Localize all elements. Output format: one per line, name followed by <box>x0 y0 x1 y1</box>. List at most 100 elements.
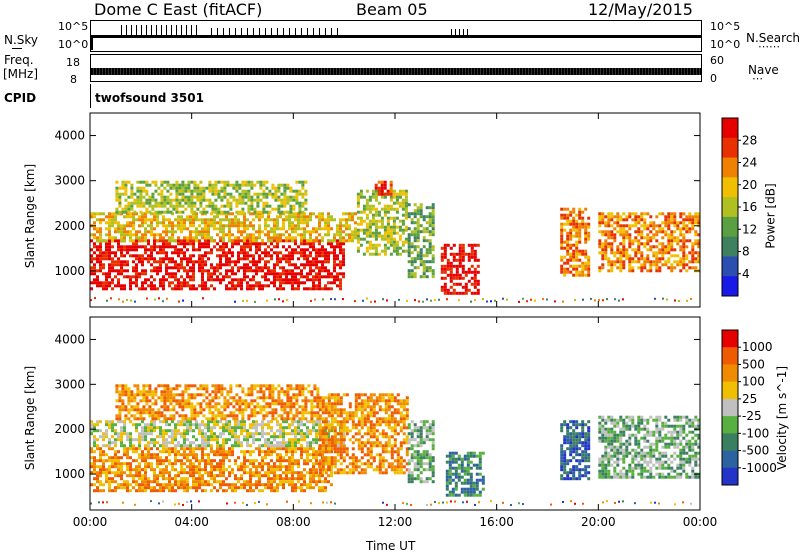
data-cell <box>333 278 336 282</box>
data-cell <box>575 222 579 226</box>
data-cell <box>339 248 342 252</box>
data-cell <box>222 444 225 448</box>
data-cell <box>413 260 417 264</box>
data-cell <box>276 260 279 264</box>
data-cell <box>238 201 242 205</box>
data-cell <box>201 227 204 231</box>
data-cell <box>163 198 167 202</box>
data-cell <box>126 447 129 451</box>
data-cell <box>175 183 179 187</box>
data-cell <box>178 204 182 208</box>
data-cell <box>446 243 450 247</box>
data-cell <box>90 426 93 430</box>
data-cell <box>461 246 465 250</box>
data-cell <box>410 257 414 261</box>
scatter-point <box>486 300 488 303</box>
data-cell <box>312 287 315 291</box>
data-cell <box>186 444 189 448</box>
data-cell <box>111 287 114 291</box>
data-cell <box>298 180 302 184</box>
data-cell <box>270 453 273 457</box>
data-cell <box>246 441 249 445</box>
data-cell <box>177 227 180 231</box>
data-cell <box>207 236 210 240</box>
data-cell <box>129 230 132 234</box>
data-cell <box>247 195 251 199</box>
data-cell <box>267 486 270 490</box>
data-cell <box>306 230 309 234</box>
data-cell <box>183 468 186 472</box>
data-cell <box>162 483 165 487</box>
data-cell <box>303 423 306 427</box>
data-cell <box>142 393 146 397</box>
data-cell <box>291 212 294 216</box>
data-cell <box>111 429 114 433</box>
data-cell <box>240 486 243 490</box>
data-cell <box>148 393 152 397</box>
data-cell <box>300 215 303 219</box>
data-cell <box>291 248 294 252</box>
data-cell <box>300 447 303 451</box>
data-cell <box>452 282 456 286</box>
data-cell <box>398 219 402 223</box>
data-cell <box>270 236 273 240</box>
data-cell <box>114 251 117 255</box>
data-cell <box>383 234 387 238</box>
data-cell <box>228 474 231 478</box>
data-cell <box>443 252 447 256</box>
data-cell <box>309 459 312 463</box>
data-cell <box>261 483 264 487</box>
data-cell <box>238 408 242 412</box>
data-cell <box>238 411 242 415</box>
data-cell <box>261 450 264 454</box>
data-cell <box>277 207 281 211</box>
data-cell <box>277 210 281 214</box>
data-cell <box>247 189 251 193</box>
data-cell <box>289 207 293 211</box>
data-cell <box>264 450 267 454</box>
data-cell <box>198 242 201 246</box>
data-cell <box>183 471 186 475</box>
data-cell <box>267 224 270 228</box>
data-cell <box>395 198 399 202</box>
data-cell <box>292 396 296 400</box>
data-cell <box>220 387 224 391</box>
data-cell <box>123 486 126 490</box>
data-cell <box>183 218 186 222</box>
data-cell <box>243 486 246 490</box>
data-cell <box>404 240 408 244</box>
data-cell <box>566 261 570 265</box>
data-cell <box>186 236 189 240</box>
data-cell <box>190 189 194 193</box>
data-cell <box>297 215 300 219</box>
data-cell <box>259 180 263 184</box>
data-cell <box>685 230 689 234</box>
data-cell <box>96 489 99 493</box>
data-cell <box>234 489 237 493</box>
data-cell <box>264 462 267 466</box>
data-cell <box>688 260 692 264</box>
data-cell <box>285 215 288 219</box>
data-cell <box>174 272 177 276</box>
data-cell <box>216 462 219 466</box>
data-cell <box>291 474 294 478</box>
data-cell <box>211 189 215 193</box>
data-cell <box>461 264 465 268</box>
data-cell <box>410 218 414 222</box>
data-cell <box>201 275 204 279</box>
data-cell <box>581 267 585 271</box>
data-cell <box>118 393 122 397</box>
data-cell <box>174 218 177 222</box>
data-cell <box>186 426 189 430</box>
data-cell <box>165 257 168 261</box>
data-cell <box>183 420 186 424</box>
data-cell <box>183 441 186 445</box>
data-cell <box>575 219 579 223</box>
data-cell <box>324 218 327 222</box>
data-cell <box>637 227 641 231</box>
data-cell <box>186 239 189 243</box>
data-cell <box>126 251 129 255</box>
data-cell <box>114 269 117 273</box>
data-cell <box>315 471 318 475</box>
data-cell <box>419 257 423 261</box>
